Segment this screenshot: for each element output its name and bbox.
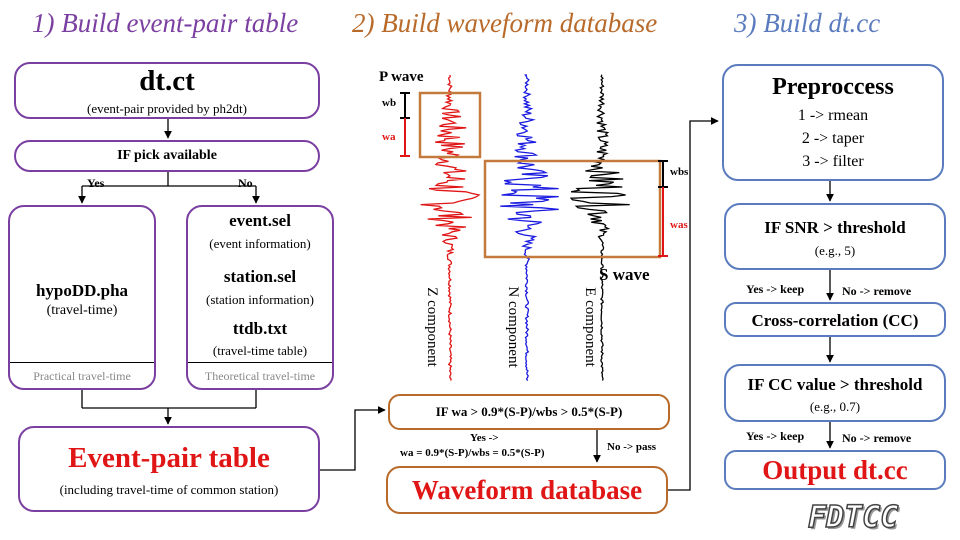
ept-title: Event-pair table (68, 442, 270, 474)
event-subtitle: (event information) (209, 236, 311, 251)
ccv-title: IF CC value > threshold (747, 375, 923, 394)
waveform-database-box: Waveform database (386, 466, 668, 514)
event-pair-table-box: Event-pair table (including travel-time … (18, 426, 320, 512)
yes-keep-label-2: Yes -> keep (746, 429, 805, 443)
yes-arrow-label: Yes -> (470, 432, 499, 444)
header-step2: 2) Build waveform database (352, 8, 658, 38)
preprocess-box: Preproccess 1 -> rmean 2 -> taper 3 -> f… (722, 64, 944, 181)
practical-divider (10, 362, 154, 363)
s-wave-label: S wave (599, 265, 650, 284)
e-trace (569, 74, 630, 381)
theoretical-box: event.sel (event information) station.se… (186, 205, 334, 390)
p-wave-label: P wave (379, 69, 424, 85)
cc-value-box: IF CC value > threshold (e.g., 0.7) (724, 364, 946, 422)
theoretical-footer: Theoretical travel-time (204, 369, 316, 383)
wa-label: wa (382, 131, 396, 143)
wbs-label: wbs (670, 166, 689, 178)
preprocess-title: Preproccess (772, 74, 894, 100)
pick-box: IF pick available (14, 140, 320, 172)
snr-box: IF SNR > threshold (e.g., 5) (724, 203, 946, 270)
no-label: No (238, 176, 253, 190)
arrow-wdb-to-preprocess (668, 117, 719, 491)
practical-box: hypoDD.pha (travel-time) Practical trave… (8, 205, 156, 390)
n-component-label: N component (505, 286, 521, 368)
ttdb-subtitle: (travel-time table) (212, 343, 308, 358)
e-component-label: E component (582, 287, 598, 367)
ept-subtitle: (including travel-time of common station… (59, 482, 279, 497)
theoretical-divider (188, 362, 332, 363)
station-subtitle: (station information) (206, 292, 314, 307)
yes-label: Yes (87, 176, 105, 190)
snr-subtitle: (e.g., 5) (814, 243, 856, 258)
header-step1: 1) Build event-pair table (32, 8, 299, 38)
dtct-box: dt.ct (event-pair provided by ph2dt) (14, 62, 320, 119)
wb-label: wb (382, 97, 397, 109)
fdtcc-logo: FDTCC (807, 499, 899, 536)
header-step3: 3) Build dt.cc (734, 8, 881, 38)
practical-footer: Practical travel-time (33, 369, 131, 383)
pick-label: IF pick available (117, 148, 217, 163)
condition-box: IF wa > 0.9*(S-P)/wbs > 0.5*(S-P) (388, 394, 670, 430)
snr-title: IF SNR > threshold (764, 218, 906, 237)
preprocess-step3: 3 -> filter (802, 153, 864, 170)
dtct-title: dt.ct (139, 65, 195, 97)
preprocess-step1: 1 -> rmean (797, 107, 869, 124)
ccv-subtitle: (e.g., 0.7) (809, 399, 861, 414)
station-title: station.sel (223, 267, 297, 286)
p-window-box (418, 91, 482, 159)
ttdb-title: ttdb.txt (232, 319, 288, 338)
arrow-ept-to-condition (320, 406, 386, 471)
wdb-title: Waveform database (411, 475, 643, 505)
cc-title: Cross-correlation (CC) (751, 311, 919, 330)
s-window-box (483, 159, 662, 259)
n-trace (500, 74, 559, 381)
dtct-subtitle: (event-pair provided by ph2dt) (87, 101, 247, 116)
no-remove-label-2: No -> remove (842, 431, 912, 445)
no-remove-label-1: No -> remove (842, 284, 912, 298)
z-component-label: Z component (424, 287, 440, 367)
pha-title: hypoDD.pha (35, 281, 129, 300)
waveform-traces (420, 74, 630, 381)
preprocess-step2: 2 -> taper (801, 130, 865, 147)
yes-assign-label: wa = 0.9*(S-P)/wbs = 0.5*(S-P) (400, 447, 545, 459)
no-pass-label: No -> pass (607, 441, 657, 453)
z-trace (420, 74, 481, 381)
output-box: Output dt.cc (724, 450, 946, 490)
was-label: was (670, 219, 688, 231)
pha-subtitle: (travel-time) (46, 303, 118, 318)
yes-keep-label-1: Yes -> keep (746, 282, 805, 296)
condition-label: IF wa > 0.9*(S-P)/wbs > 0.5*(S-P) (435, 404, 623, 419)
event-title: event.sel (229, 211, 291, 230)
output-title: Output dt.cc (762, 455, 908, 485)
cross-correlation-box: Cross-correlation (CC) (724, 302, 946, 337)
